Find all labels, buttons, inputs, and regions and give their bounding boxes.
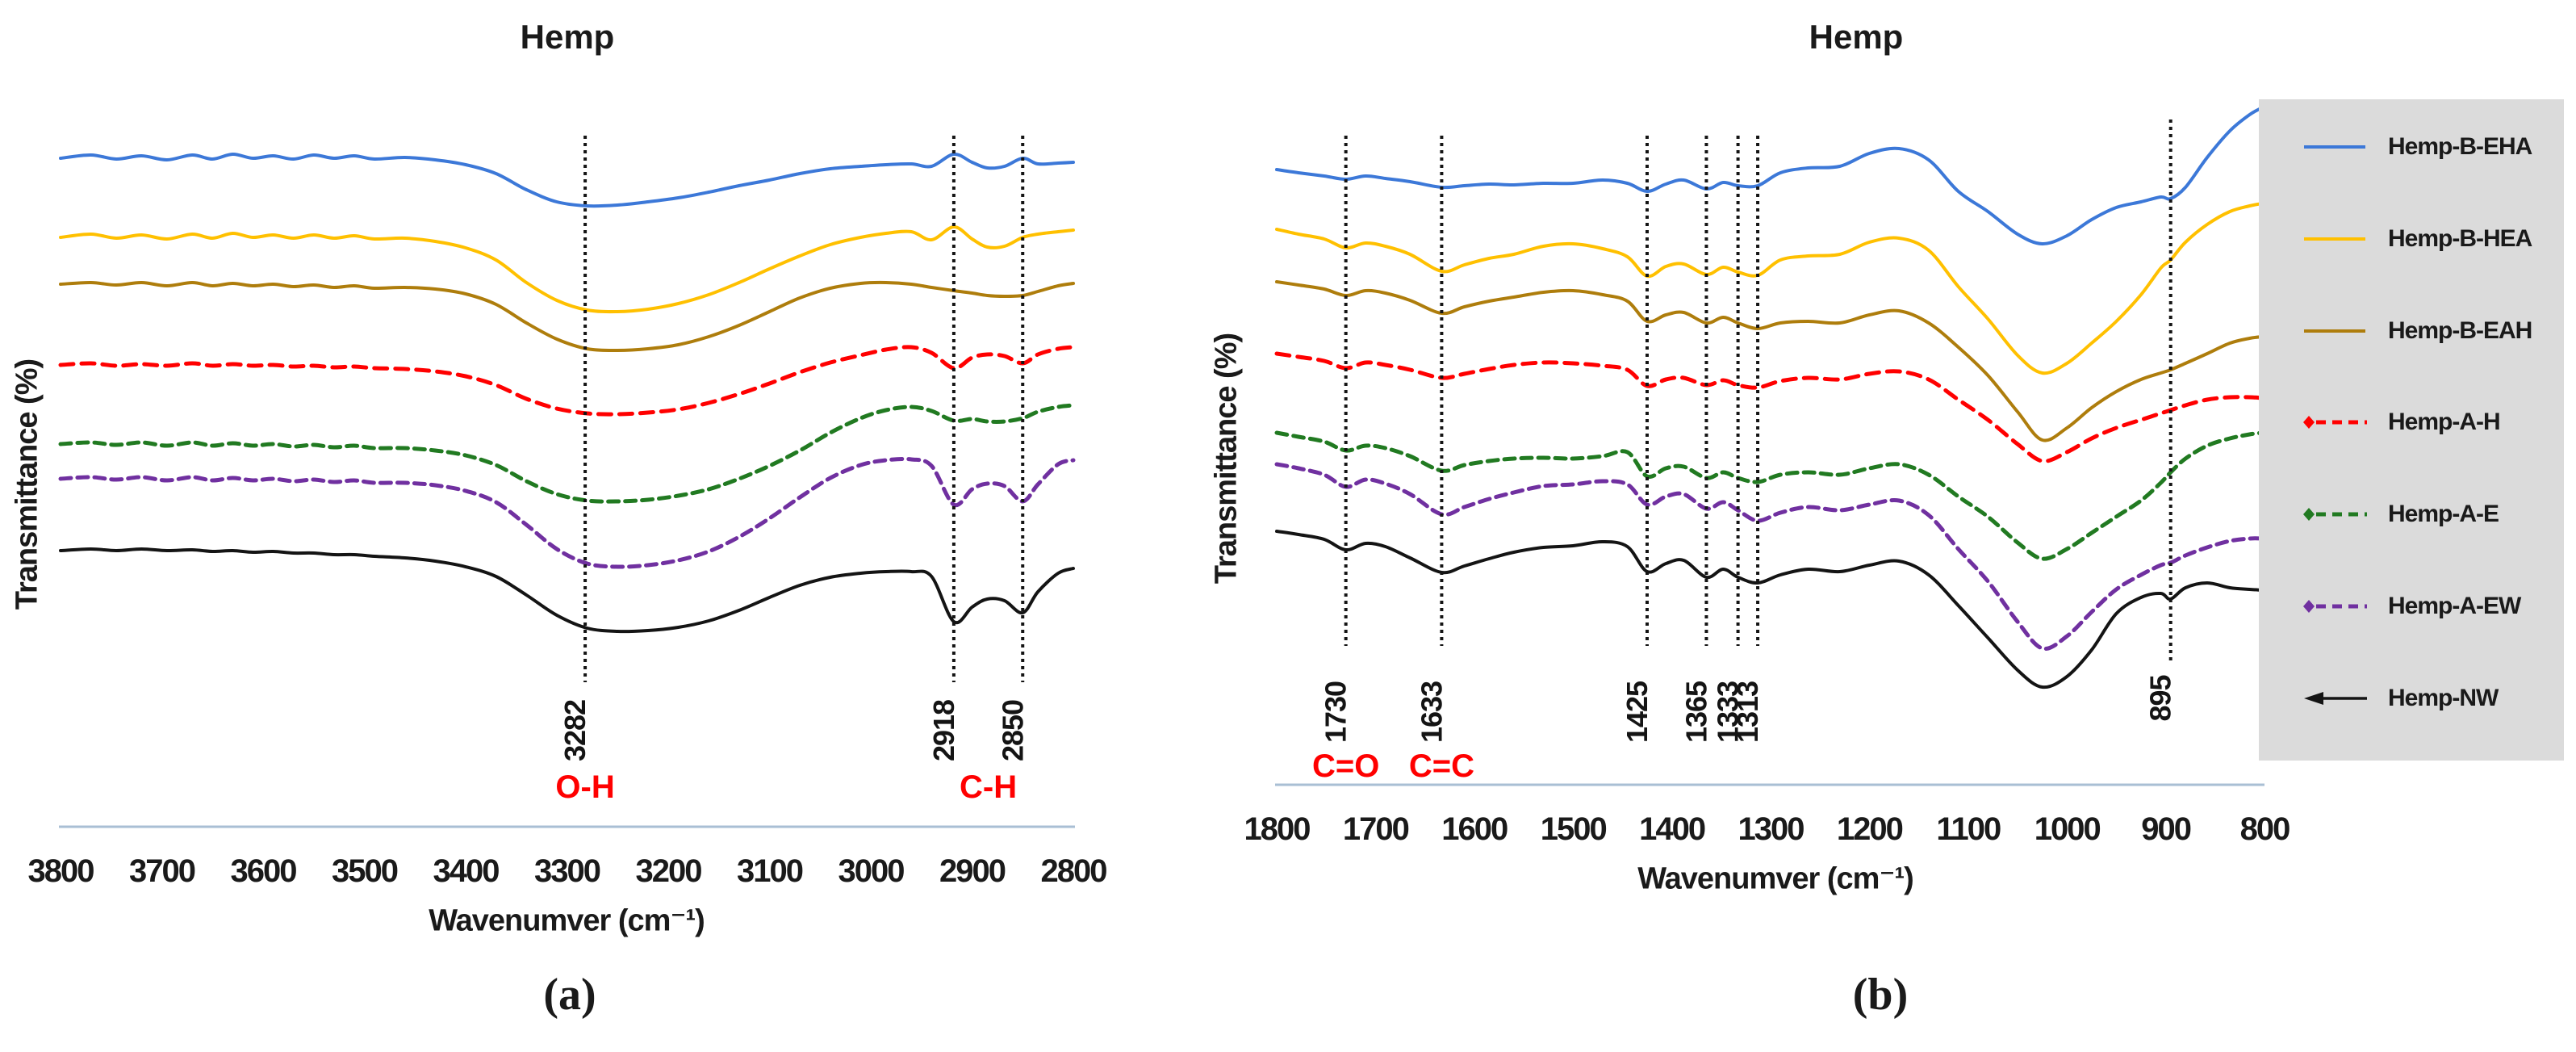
panel-b-vline-label: 1333 [1712, 681, 1745, 743]
panel-b-x-tick: 1500 [1541, 811, 1607, 847]
panel-a-x-tick: 3400 [433, 853, 500, 889]
panel-a-title: Hemp [520, 18, 615, 56]
legend-label: Hemp-A-H [2388, 409, 2501, 436]
panel-b-vline-label: 1425 [1620, 681, 1654, 743]
legend-dash-diamond-icon [2303, 416, 2367, 430]
panel-a-x-tick: 3700 [129, 853, 195, 889]
panel-a-vline-label: 2850 [996, 700, 1029, 761]
panel-a-x-tick: 3100 [737, 853, 803, 889]
panel-b-band-label: C=O [1312, 748, 1379, 784]
panel-a-y-axis-title: Transmittance (%) [10, 358, 44, 610]
panel-b-x-tick: 1400 [1639, 811, 1705, 847]
curve-hemp-b-hea [1275, 202, 2259, 375]
panel-b-x-tick: 1800 [1244, 811, 1311, 847]
legend: Hemp-B-EHA Hemp-B-HEA Hemp-B-EAH Hemp-A-H He… [2259, 99, 2564, 761]
panel-a-x-tick: 3300 [534, 853, 600, 889]
legend-dash-diamond-icon [2303, 508, 2367, 522]
panel-a-band-label: C-H [960, 769, 1017, 805]
panel-a-x-tick: 3600 [231, 853, 297, 889]
panel-b-vline-label: 1365 [1679, 681, 1712, 743]
panel-a-vline-label: 3282 [558, 700, 592, 761]
legend-line-icon [2304, 329, 2365, 333]
panel-a-x-tick: 3000 [838, 853, 905, 889]
legend-item-hemp-b-hea: Hemp-B-HEA [2259, 221, 2532, 257]
curve-hemp-a-ew [1274, 462, 2259, 652]
legend-label: Hemp-B-EAH [2388, 316, 2532, 344]
legend-line-icon [2304, 145, 2365, 149]
panel-a-band-label: O-H [555, 769, 614, 805]
curve-hemp-nw [1275, 530, 2259, 689]
panel-b-vline-label: 1313 [1731, 681, 1764, 743]
panel-b-x-tick: 1300 [1738, 811, 1804, 847]
legend-arrow-icon [2304, 691, 2367, 705]
panel-b-x-axis-title: Wavenumver (cm⁻¹) [1637, 861, 1914, 896]
panel-a-letter: (a) [543, 970, 596, 1020]
panel-a-vline-label: 2918 [927, 700, 960, 761]
curve-hemp-a-e [58, 403, 1076, 504]
panel-b-title: Hemp [1809, 18, 1904, 56]
panel-a-x-axis-title: Wavenumver (cm⁻¹) [429, 903, 705, 938]
panel-a-x-tick: 3500 [332, 853, 398, 889]
legend-item-hemp-a-e: Hemp-A-E [2259, 497, 2499, 532]
panel-b-vline-label: 895 [2144, 674, 2177, 721]
curve-hemp-b-eah [1275, 280, 2259, 442]
panel-a-x-tick: 3200 [636, 853, 702, 889]
legend-item-hemp-nw: Hemp-NW [2259, 681, 2499, 716]
legend-line-icon [2304, 237, 2365, 241]
legend-item-hemp-a-h: Hemp-A-H [2259, 404, 2501, 440]
legend-label: Hemp-A-E [2388, 501, 2499, 528]
curve-hemp-nw [59, 547, 1075, 634]
panel-b-letter: (b) [1852, 970, 1909, 1020]
panel-b-x-tick: 1100 [1936, 811, 2001, 847]
curve-hemp-b-hea [59, 224, 1075, 314]
curve-hemp-a-h [1274, 351, 2259, 463]
legend-label: Hemp-A-EW [2388, 593, 2521, 619]
panel-a: 3800 3700 3600 3500 3400 3300 3200 3100 3000 2900… [28, 136, 1108, 889]
curve-hemp-a-ew [58, 456, 1076, 569]
curve-hemp-b-eha [1275, 107, 2259, 246]
panel-b-y-axis-title: Transmittance (%) [1209, 333, 1244, 585]
legend-label: Hemp-NW [2388, 684, 2499, 711]
panel-b-vline-label: 1633 [1415, 681, 1448, 743]
curve-hemp-a-e [1274, 430, 2259, 561]
legend-item-hemp-b-eah: Hemp-B-EAH [2259, 313, 2532, 349]
panel-b-band-label: C=C [1409, 748, 1474, 784]
panel-a-x-tick: 3800 [28, 853, 94, 889]
legend-item-hemp-a-ew: Hemp-A-EW [2259, 589, 2521, 624]
panel-a-x-tick: 2800 [1041, 853, 1107, 889]
curve-hemp-b-eah [59, 280, 1075, 353]
panel-b-vline-label: 1730 [1319, 681, 1353, 743]
panel-b-x-tick: 800 [2240, 811, 2290, 847]
panel-a-x-tick: 2900 [939, 853, 1006, 889]
panel-b-x-tick: 1200 [1837, 811, 1903, 847]
panel-b-x-tick: 1700 [1343, 811, 1409, 847]
legend-label: Hemp-B-HEA [2388, 224, 2532, 252]
panel-b-x-tick: 1000 [2034, 811, 2101, 847]
legend-dash-diamond-icon [2303, 600, 2367, 613]
curve-hemp-a-h [58, 345, 1076, 417]
panel-b: 1800 1700 1600 1500 1400 1300 1200 1100 1000 900 8… [1244, 107, 2291, 847]
panel-b-x-tick: 900 [2141, 811, 2190, 847]
legend-label: Hemp-B-EHA [2388, 133, 2532, 160]
panel-b-x-tick: 1600 [1441, 811, 1508, 847]
curve-hemp-b-eha [59, 152, 1075, 208]
legend-item-hemp-b-eha: Hemp-B-EHA [2259, 129, 2532, 165]
